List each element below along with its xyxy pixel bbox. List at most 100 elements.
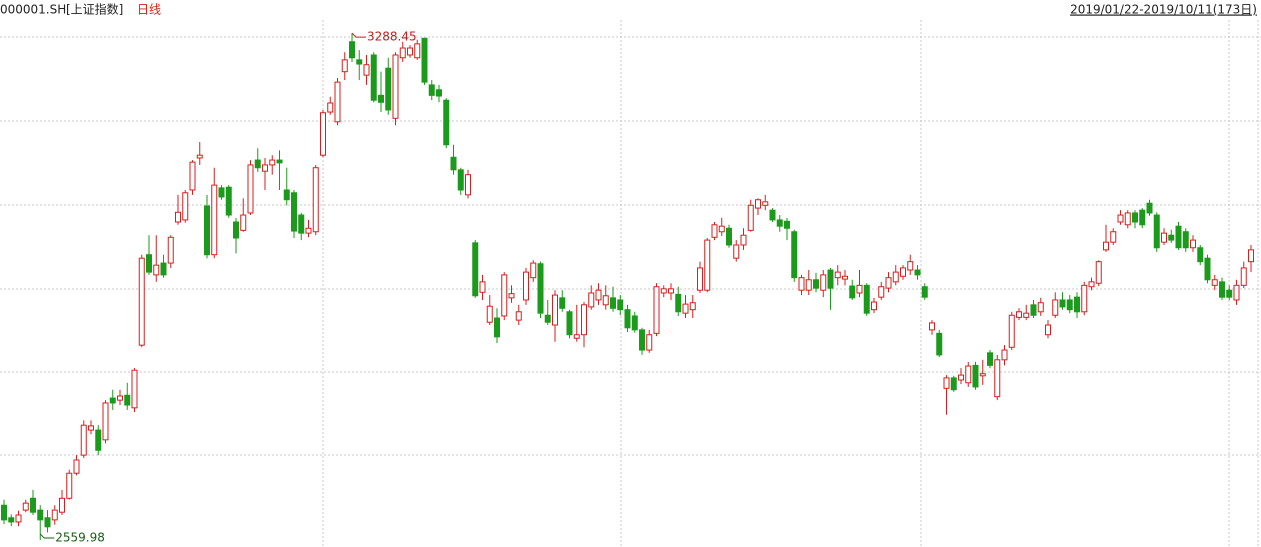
candle-body bbox=[218, 187, 225, 198]
candle-body bbox=[1103, 241, 1109, 251]
candle-body bbox=[59, 497, 65, 513]
candle-body bbox=[378, 94, 384, 103]
candle-body bbox=[769, 209, 776, 221]
candle-body bbox=[1233, 284, 1240, 301]
candle-body bbox=[784, 220, 790, 229]
candle-body bbox=[515, 311, 522, 321]
candle-body bbox=[950, 377, 957, 391]
min-label: 2559.98 bbox=[55, 531, 105, 545]
candle-body bbox=[189, 161, 196, 191]
candle-body bbox=[334, 81, 341, 123]
candle-body bbox=[820, 274, 827, 291]
candle-body bbox=[153, 264, 160, 276]
candle-body bbox=[73, 459, 80, 474]
candle-body bbox=[138, 257, 145, 346]
candle-body bbox=[544, 314, 551, 323]
candle-body bbox=[907, 261, 914, 271]
candle-body bbox=[349, 41, 355, 59]
candle-body bbox=[1146, 202, 1153, 214]
candle-body bbox=[211, 184, 218, 256]
candle-body bbox=[660, 288, 667, 294]
candle-body bbox=[726, 227, 732, 246]
candle-body bbox=[987, 352, 993, 366]
candle-body bbox=[755, 199, 761, 209]
candle-body bbox=[1023, 312, 1030, 318]
candle-body bbox=[1001, 349, 1008, 361]
candle-body bbox=[327, 102, 334, 113]
candle-body bbox=[791, 231, 798, 279]
grid bbox=[0, 20, 1261, 547]
candle-body bbox=[979, 373, 986, 377]
candle-body bbox=[733, 244, 740, 259]
candle-body bbox=[15, 514, 22, 523]
candle-body bbox=[407, 47, 413, 56]
candle-body bbox=[1030, 304, 1037, 316]
candle-body bbox=[436, 89, 442, 97]
candle-body bbox=[573, 334, 580, 339]
candle-body bbox=[479, 281, 486, 293]
candle-body bbox=[885, 277, 892, 289]
candle-body bbox=[559, 297, 566, 309]
candle-body bbox=[581, 304, 587, 336]
candle-body bbox=[711, 224, 718, 238]
candle-body bbox=[443, 99, 450, 146]
candle-body bbox=[102, 402, 109, 441]
candle-body bbox=[682, 303, 689, 314]
candle-body bbox=[305, 227, 312, 234]
candle-body bbox=[1240, 267, 1247, 286]
candle-body bbox=[972, 364, 979, 388]
candle-body bbox=[936, 332, 943, 356]
candle-body bbox=[370, 54, 377, 101]
candle-body bbox=[762, 201, 769, 206]
candle-body bbox=[740, 234, 747, 246]
candle-body bbox=[450, 156, 457, 171]
candle-body bbox=[653, 286, 660, 334]
candle-body bbox=[1175, 225, 1182, 249]
candle-body bbox=[1110, 231, 1117, 243]
candle-body bbox=[269, 159, 276, 166]
candle-body bbox=[486, 305, 493, 323]
candle-body bbox=[399, 47, 406, 59]
candle-body bbox=[1139, 209, 1146, 226]
candle-body bbox=[131, 369, 138, 409]
candle-body bbox=[8, 517, 15, 523]
candle-body bbox=[356, 59, 363, 65]
candle-body bbox=[494, 317, 500, 338]
candle-body bbox=[914, 269, 921, 276]
candle-body bbox=[617, 299, 624, 311]
period: 日线 bbox=[137, 3, 161, 17]
candle-body bbox=[718, 225, 725, 233]
candle-body bbox=[1197, 247, 1204, 263]
candle-body bbox=[1132, 212, 1138, 223]
candle-body bbox=[1204, 257, 1211, 281]
candle-body bbox=[856, 284, 863, 294]
candle-body bbox=[566, 311, 573, 336]
candle-body bbox=[1074, 296, 1080, 313]
candle-body bbox=[1052, 299, 1059, 316]
candle-body bbox=[1081, 284, 1088, 313]
candle-body bbox=[1124, 212, 1131, 226]
candle-body bbox=[465, 174, 471, 196]
candle-body bbox=[646, 334, 653, 351]
max-label: 3288.45 bbox=[367, 30, 417, 44]
candle-body bbox=[254, 159, 261, 169]
candle-body bbox=[341, 59, 348, 73]
candle-body bbox=[51, 509, 58, 521]
index-name: [上证指数] bbox=[66, 2, 123, 17]
candle-body bbox=[842, 275, 848, 280]
candle-body bbox=[588, 292, 595, 308]
candle-body bbox=[1016, 311, 1022, 318]
candle-body bbox=[595, 289, 602, 301]
candle-body bbox=[124, 394, 131, 406]
candle-body bbox=[88, 425, 94, 431]
candle-body bbox=[196, 154, 203, 159]
candle-body bbox=[428, 84, 435, 96]
candle-body bbox=[421, 37, 428, 83]
candle-body bbox=[689, 302, 696, 311]
candle-body bbox=[204, 205, 210, 256]
candle-body bbox=[1211, 279, 1218, 286]
candle-body bbox=[508, 293, 515, 299]
candle-body bbox=[1248, 249, 1254, 263]
candle-body bbox=[697, 267, 703, 291]
candle-body bbox=[1182, 231, 1189, 249]
